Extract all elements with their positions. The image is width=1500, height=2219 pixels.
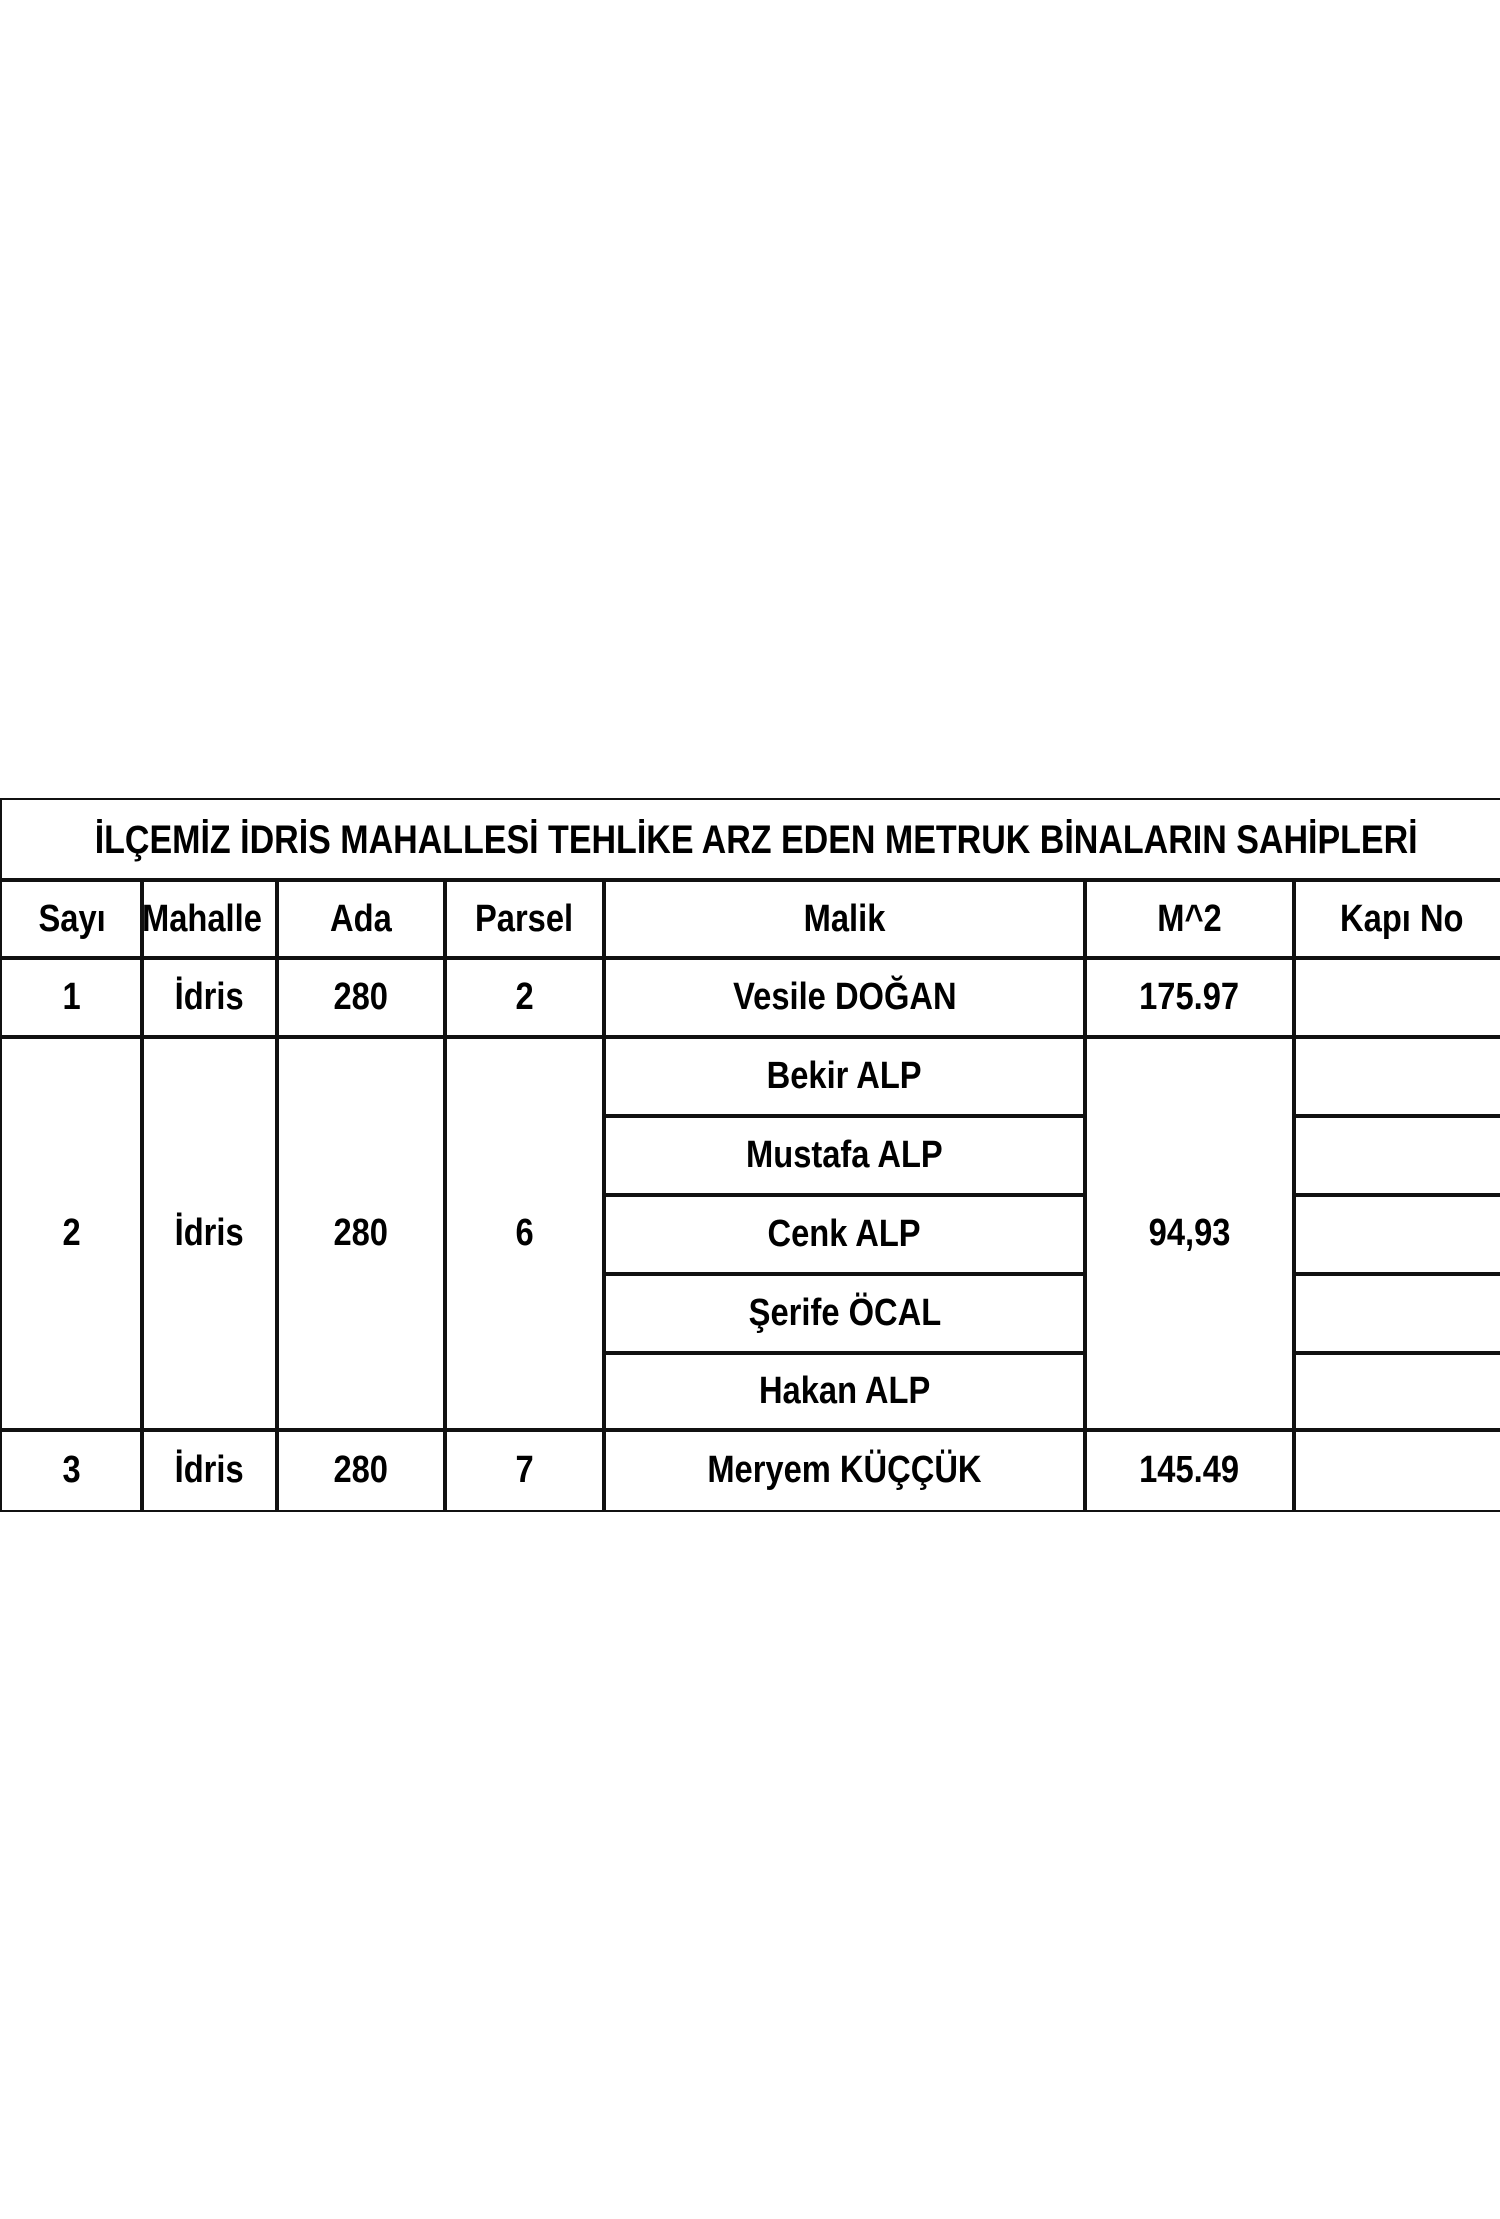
- cell-text: 145.49: [1139, 1448, 1240, 1491]
- row2-malik-1: Bekir ALP: [602, 1035, 1087, 1118]
- header-sayi: Sayı: [0, 878, 144, 960]
- row2-kapi-no-4: [1292, 1272, 1500, 1355]
- row1-mahalle: İdris: [140, 956, 279, 1039]
- header-ada: Ada: [275, 878, 447, 960]
- cell-text: İdris: [174, 1212, 245, 1254]
- cell-text: Mustafa ALP: [746, 1134, 943, 1176]
- row2-kapi-no-1: [1292, 1035, 1500, 1118]
- cell-text: 280: [333, 1212, 389, 1254]
- header-label: Kapı No: [1340, 897, 1464, 940]
- row1-sayi: 1: [0, 956, 144, 1039]
- row3-parsel: 7: [443, 1428, 606, 1512]
- row3-kapi-no: [1292, 1428, 1500, 1512]
- cell-text: 1: [62, 976, 82, 1018]
- row3-mahalle: İdris: [140, 1428, 279, 1512]
- header-label: Ada: [330, 897, 392, 940]
- cell-text: 3: [62, 1448, 82, 1491]
- cell-text: 2: [62, 1212, 82, 1254]
- row2-kapi-no-3: [1292, 1193, 1500, 1276]
- cell-text: İdris: [174, 1448, 245, 1491]
- table-title: İLÇEMİZ İDRİS MAHALLESİ TEHLİKE ARZ EDEN…: [0, 798, 1500, 882]
- cell-text: 2: [515, 976, 534, 1018]
- row2-parsel: 6: [443, 1035, 606, 1432]
- row2-malik-3: Cenk ALP: [602, 1193, 1087, 1276]
- header-label: M^2: [1157, 897, 1222, 940]
- header-label: Sayı: [38, 897, 106, 940]
- cell-text: 6: [515, 1212, 534, 1254]
- row2-malik-2: Mustafa ALP: [602, 1114, 1087, 1197]
- cell-text: Hakan ALP: [758, 1370, 931, 1412]
- row2-ada: 280: [275, 1035, 447, 1432]
- row3-sayi: 3: [0, 1428, 144, 1512]
- header-mahalle: Mahalle: [140, 878, 279, 960]
- header-label: Parsel: [475, 897, 574, 940]
- row3-ada: 280: [275, 1428, 447, 1512]
- header-malik: Malik: [602, 878, 1087, 960]
- row2-kapi-no-5: [1292, 1351, 1500, 1432]
- cell-text: Vesile DOĞAN: [732, 976, 957, 1018]
- row1-kapi-no: [1292, 956, 1500, 1039]
- cell-text: 280: [333, 976, 389, 1018]
- table-title-text: İLÇEMİZ İDRİS MAHALLESİ TEHLİKE ARZ EDEN…: [94, 817, 1418, 862]
- row1-malik: Vesile DOĞAN: [602, 956, 1087, 1039]
- header-parsel: Parsel: [443, 878, 606, 960]
- cell-text: 7: [515, 1448, 534, 1491]
- cell-text: 175.97: [1139, 976, 1240, 1018]
- row2-m2: 94,93: [1083, 1035, 1296, 1432]
- row2-malik-5: Hakan ALP: [602, 1351, 1087, 1432]
- row2-sayi: 2: [0, 1035, 144, 1432]
- row1-m2: 175.97: [1083, 956, 1296, 1039]
- row1-ada: 280: [275, 956, 447, 1039]
- header-label: Mahalle: [142, 897, 262, 940]
- cell-text: İdris: [174, 976, 245, 1018]
- header-kapi-no: Kapı No: [1292, 878, 1500, 960]
- cell-text: 94,93: [1148, 1212, 1231, 1254]
- cell-text: Meryem KÜÇÇÜK: [707, 1448, 982, 1491]
- cell-text: Şerife ÖCAL: [748, 1292, 941, 1334]
- header-m2: M^2: [1083, 878, 1296, 960]
- row1-parsel: 2: [443, 956, 606, 1039]
- cell-text: Cenk ALP: [767, 1213, 922, 1255]
- header-label: Malik: [803, 897, 886, 940]
- row2-kapi-no-2: [1292, 1114, 1500, 1197]
- row2-malik-4: Şerife ÖCAL: [602, 1272, 1087, 1355]
- row3-malik: Meryem KÜÇÇÜK: [602, 1428, 1087, 1512]
- row3-m2: 145.49: [1083, 1428, 1296, 1512]
- row2-mahalle: İdris: [140, 1035, 279, 1432]
- cell-text: 280: [333, 1448, 389, 1491]
- cell-text: Bekir ALP: [767, 1055, 922, 1097]
